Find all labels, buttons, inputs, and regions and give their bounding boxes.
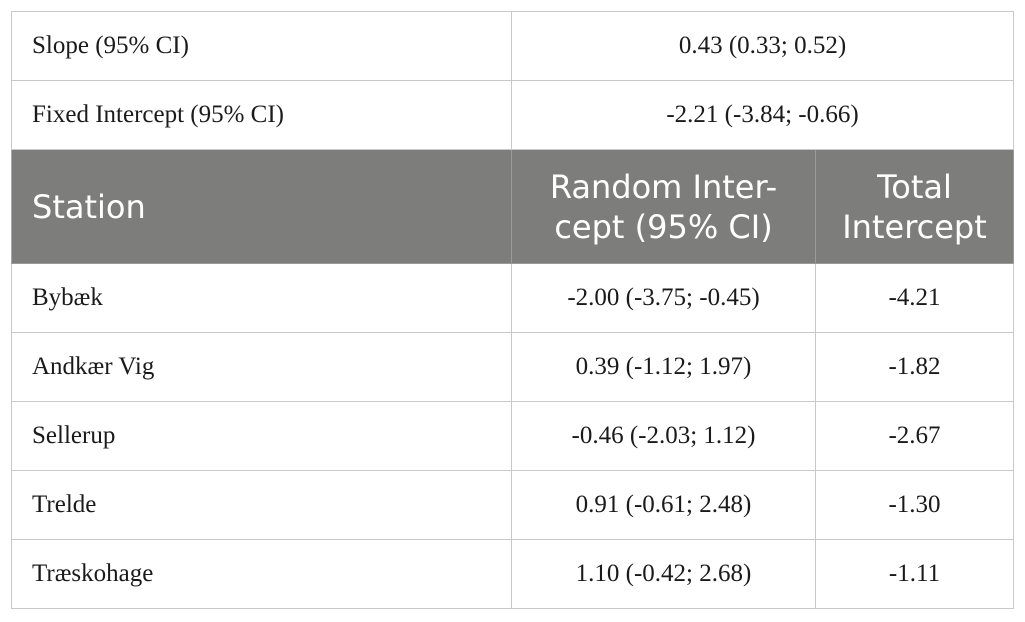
- station-cell: Andkær Vig: [11, 332, 512, 402]
- slope-label: Slope (95% CI): [11, 11, 512, 81]
- table-row: Træskohage 1.10 (-0.42; 2.68) -1.11: [11, 539, 1015, 609]
- station-cell: Sellerup: [11, 401, 512, 471]
- header-random-intercept-line1: Random Inter-: [549, 167, 778, 206]
- total-intercept-cell: -1.30: [814, 470, 1015, 540]
- random-intercept-cell: 1.10 (-0.42; 2.68): [511, 539, 816, 609]
- fixed-intercept-row: Fixed Intercept (95% CI) -2.21 (-3.84; -…: [11, 80, 1015, 150]
- station-cell: Trelde: [11, 470, 512, 540]
- table-row: Sellerup -0.46 (-2.03; 1.12) -2.67: [11, 401, 1015, 471]
- total-intercept-cell: -2.67: [814, 401, 1015, 471]
- total-intercept-cell: -1.82: [814, 332, 1015, 402]
- table-row: Andkær Vig 0.39 (-1.12; 1.97) -1.82: [11, 332, 1015, 402]
- random-intercept-cell: -0.46 (-2.03; 1.12): [511, 401, 816, 471]
- random-intercept-cell: 0.39 (-1.12; 1.97): [511, 332, 816, 402]
- fixed-intercept-label: Fixed Intercept (95% CI): [11, 80, 512, 150]
- random-intercept-cell: -2.00 (-3.75; -0.45): [511, 263, 816, 333]
- header-total-intercept-line1: Total: [877, 167, 952, 206]
- table-row: Bybæk -2.00 (-3.75; -0.45) -4.21: [11, 263, 1015, 333]
- slope-row: Slope (95% CI) 0.43 (0.33; 0.52): [11, 11, 1015, 81]
- table-header-row: Station Random Inter- cept (95% CI) Tota…: [11, 149, 1015, 264]
- station-cell: Træskohage: [11, 539, 512, 609]
- header-total-intercept-line2: Intercept: [842, 207, 987, 246]
- header-random-intercept-line2: cept (95% CI): [554, 207, 773, 246]
- station-cell: Bybæk: [11, 263, 512, 333]
- table-row: Trelde 0.91 (-0.61; 2.48) -1.30: [11, 470, 1015, 540]
- model-table: Slope (95% CI) 0.43 (0.33; 0.52) Fixed I…: [11, 11, 1015, 609]
- fixed-intercept-value: -2.21 (-3.84; -0.66): [510, 80, 1015, 150]
- slope-value: 0.43 (0.33; 0.52): [510, 11, 1015, 81]
- header-total-intercept: Total Intercept: [814, 149, 1015, 264]
- header-random-intercept: Random Inter- cept (95% CI): [511, 149, 816, 264]
- total-intercept-cell: -4.21: [814, 263, 1015, 333]
- random-intercept-cell: 0.91 (-0.61; 2.48): [511, 470, 816, 540]
- header-station: Station: [11, 149, 512, 264]
- total-intercept-cell: -1.11: [814, 539, 1015, 609]
